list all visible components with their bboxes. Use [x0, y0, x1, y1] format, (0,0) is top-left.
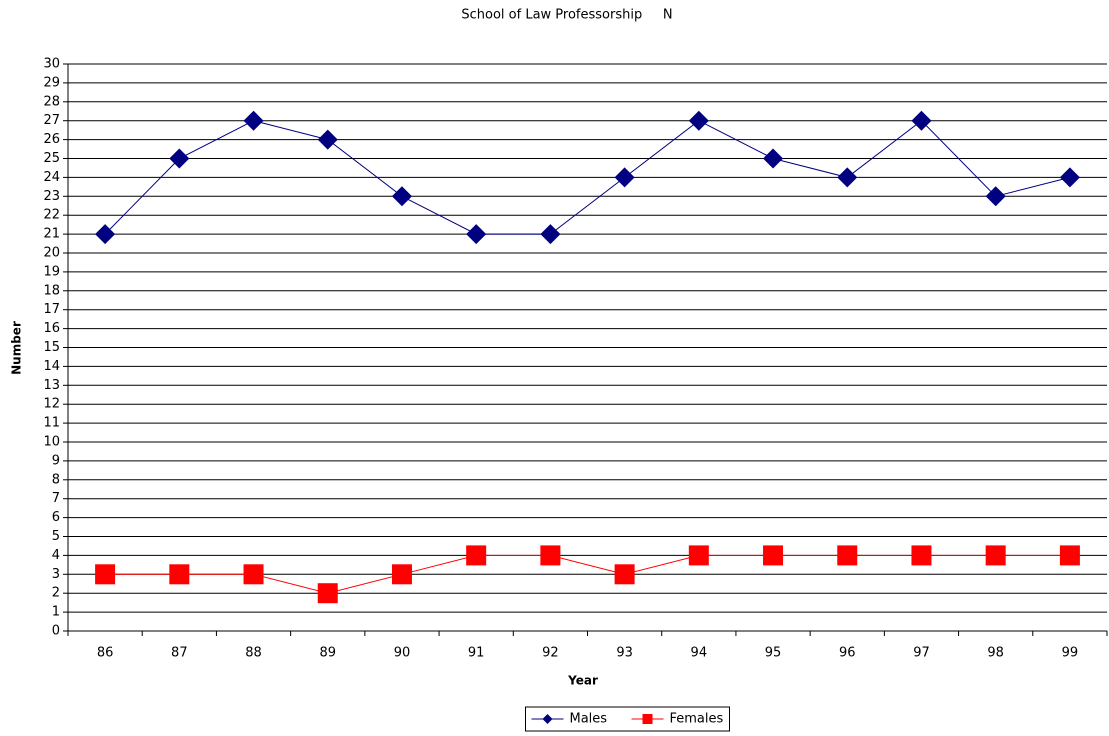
y-tick-label: 5 — [52, 529, 60, 544]
y-tick-label: 7 — [52, 491, 60, 506]
point — [837, 167, 858, 188]
point — [95, 564, 116, 585]
y-tick-label: 23 — [43, 189, 60, 204]
point — [391, 186, 412, 207]
point — [1059, 545, 1080, 566]
y-tick-label: 14 — [43, 359, 60, 374]
y-tick-label: 21 — [43, 227, 60, 242]
y-tick-label: 27 — [43, 113, 60, 128]
y-tick-label: 9 — [52, 453, 60, 468]
y-tick-label: 4 — [52, 548, 60, 563]
point — [317, 129, 338, 150]
legend-label: Females — [670, 712, 724, 727]
y-tick-label: 26 — [43, 132, 60, 147]
x-tick-label: 94 — [691, 646, 708, 661]
y-tick-label: 18 — [43, 283, 60, 298]
x-tick-label: 99 — [1062, 646, 1079, 661]
point — [540, 545, 561, 566]
y-tick-label: 11 — [43, 416, 60, 431]
chart-title: School of Law Professorship N — [461, 8, 672, 23]
x-tick-label: 86 — [97, 646, 114, 661]
point — [243, 564, 264, 585]
y-tick-label: 8 — [52, 472, 60, 487]
y-axis-label: Number — [10, 321, 24, 375]
y-tick-label: 0 — [52, 624, 60, 639]
point — [688, 110, 709, 131]
x-tick-label: 91 — [468, 646, 485, 661]
y-tick-label: 20 — [43, 246, 60, 261]
y-tick-label: 17 — [43, 302, 60, 317]
y-tick-label: 10 — [43, 435, 60, 450]
point — [243, 110, 264, 131]
y-tick-label: 24 — [43, 170, 60, 185]
x-tick-label: 89 — [319, 646, 336, 661]
y-tick-label: 30 — [43, 57, 60, 72]
point — [317, 583, 338, 604]
legend-marker — [642, 714, 653, 724]
legend-marker — [542, 714, 553, 724]
y-tick-label: 16 — [43, 321, 60, 336]
point — [911, 110, 932, 131]
point — [391, 564, 412, 585]
x-tick-label: 90 — [394, 646, 411, 661]
x-tick-label: 96 — [839, 646, 856, 661]
x-axis-label: Year — [567, 674, 598, 688]
point — [837, 545, 858, 566]
point — [688, 545, 709, 566]
x-tick-label: 98 — [987, 646, 1004, 661]
point — [466, 545, 487, 566]
legend-label: Males — [570, 712, 608, 727]
x-tick-label: 92 — [542, 646, 559, 661]
y-tick-label: 22 — [43, 208, 60, 223]
y-tick-label: 15 — [43, 340, 60, 355]
point — [985, 545, 1006, 566]
x-tick-label: 87 — [171, 646, 188, 661]
point — [763, 545, 784, 566]
y-tick-label: 19 — [43, 264, 60, 279]
point — [95, 224, 116, 245]
point — [1059, 167, 1080, 188]
series-line — [105, 554, 1070, 594]
y-tick-label: 28 — [43, 94, 60, 109]
y-tick-label: 1 — [52, 605, 60, 620]
point — [614, 564, 635, 585]
x-tick-label: 97 — [913, 646, 930, 661]
y-tick-label: 29 — [43, 75, 60, 90]
point — [763, 148, 784, 169]
point — [466, 224, 487, 245]
y-tick-label: 25 — [43, 151, 60, 166]
y-tick-label: 3 — [52, 567, 60, 582]
x-tick-label: 88 — [245, 646, 262, 661]
x-tick-label: 93 — [616, 646, 633, 661]
series-line — [104, 120, 1071, 235]
y-tick-label: 2 — [52, 586, 60, 601]
y-tick-label: 6 — [52, 510, 60, 525]
point — [911, 545, 932, 566]
point — [540, 224, 561, 245]
x-tick-label: 95 — [765, 646, 782, 661]
y-tick-label: 13 — [43, 378, 60, 393]
y-tick-label: 12 — [43, 397, 60, 412]
point — [614, 167, 635, 188]
point — [169, 148, 190, 169]
point — [985, 186, 1006, 207]
point — [169, 564, 190, 585]
